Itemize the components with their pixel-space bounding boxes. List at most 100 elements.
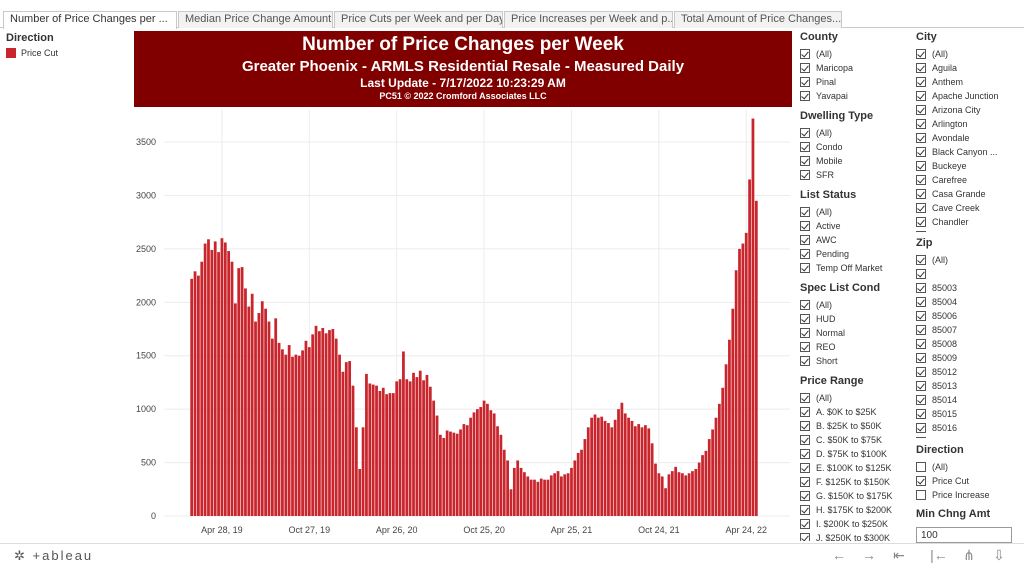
- city-option[interactable]: Cave Creek: [916, 201, 1016, 215]
- bar[interactable]: [751, 118, 755, 517]
- price-option[interactable]: I. $200K to $250K: [800, 517, 905, 531]
- bar[interactable]: [697, 462, 701, 516]
- bar[interactable]: [287, 345, 291, 516]
- bar[interactable]: [203, 243, 207, 517]
- bar[interactable]: [640, 427, 644, 516]
- bar[interactable]: [230, 261, 234, 516]
- status-option[interactable]: Active: [800, 219, 905, 233]
- bar[interactable]: [754, 200, 758, 516]
- bar[interactable]: [657, 473, 661, 516]
- bar[interactable]: [338, 354, 341, 516]
- city-checkbox[interactable]: [916, 49, 926, 59]
- price-option[interactable]: E. $100K to $125K: [800, 461, 905, 475]
- bar[interactable]: [341, 371, 345, 516]
- revert-icon[interactable]: ⇤: [893, 547, 905, 563]
- bar[interactable]: [539, 478, 543, 516]
- zip-checkbox[interactable]: [916, 325, 926, 335]
- status-checkbox[interactable]: [800, 207, 810, 217]
- bar[interactable]: [264, 308, 268, 516]
- zip-option[interactable]: [916, 435, 1016, 438]
- bar[interactable]: [354, 427, 358, 516]
- bar[interactable]: [680, 473, 684, 516]
- bar[interactable]: [449, 431, 452, 516]
- share-icon[interactable]: ⋔: [963, 547, 975, 563]
- direction-checkbox[interactable]: [916, 462, 926, 472]
- bar[interactable]: [250, 293, 254, 516]
- bar[interactable]: [254, 321, 257, 516]
- bar[interactable]: [304, 340, 308, 516]
- bar[interactable]: [297, 355, 301, 516]
- bar[interactable]: [465, 425, 469, 516]
- reset-icon[interactable]: |←: [930, 547, 948, 563]
- status-checkbox[interactable]: [800, 263, 810, 273]
- bar[interactable]: [190, 278, 194, 516]
- bar[interactable]: [721, 387, 725, 516]
- price-option[interactable]: J. $250K to $300K: [800, 531, 905, 541]
- city-option[interactable]: [916, 229, 1016, 232]
- bar[interactable]: [425, 374, 429, 516]
- dwelling-checkbox[interactable]: [800, 128, 810, 138]
- bar[interactable]: [418, 370, 422, 516]
- redo-icon[interactable]: →: [862, 547, 876, 563]
- city-option[interactable]: Carefree: [916, 173, 1016, 187]
- bar[interactable]: [533, 479, 536, 516]
- status-checkbox[interactable]: [800, 235, 810, 245]
- zip-option[interactable]: 85006: [916, 309, 1016, 323]
- city-checkbox[interactable]: [916, 77, 926, 87]
- bar[interactable]: [630, 420, 634, 516]
- price-checkbox[interactable]: [800, 393, 810, 403]
- city-option[interactable]: Casa Grande: [916, 187, 1016, 201]
- zip-checkbox[interactable]: [916, 423, 926, 433]
- bar[interactable]: [731, 308, 735, 516]
- bar[interactable]: [667, 474, 671, 516]
- price-option[interactable]: A. $0K to $25K: [800, 405, 905, 419]
- bar[interactable]: [623, 413, 627, 516]
- bar[interactable]: [603, 420, 607, 516]
- status-checkbox[interactable]: [800, 221, 810, 231]
- dwelling-option[interactable]: Mobile: [800, 154, 905, 168]
- bar[interactable]: [361, 427, 365, 516]
- bar[interactable]: [502, 449, 506, 516]
- bar[interactable]: [549, 475, 553, 516]
- bar[interactable]: [375, 385, 378, 516]
- bar[interactable]: [496, 426, 499, 516]
- bar[interactable]: [442, 438, 446, 516]
- bar[interactable]: [580, 449, 583, 516]
- bar[interactable]: [344, 362, 348, 516]
- spec-checkbox[interactable]: [800, 300, 810, 310]
- bar[interactable]: [408, 381, 412, 516]
- legend-item-price-cut[interactable]: Price Cut: [6, 48, 126, 58]
- tab-total-amount-price-changes[interactable]: Total Amount of Price Changes...: [674, 11, 842, 28]
- bar[interactable]: [348, 361, 352, 516]
- bar[interactable]: [519, 467, 523, 516]
- bar[interactable]: [217, 252, 220, 516]
- city-checkbox[interactable]: [916, 63, 926, 73]
- bar[interactable]: [586, 427, 590, 516]
- city-option[interactable]: Black Canyon ...: [916, 145, 1016, 159]
- undo-icon[interactable]: ←: [832, 547, 846, 563]
- bar-chart[interactable]: 0 500 1000 1500 2000 2500 3000 3500 Apr 28, 19 Oc…: [130, 108, 794, 540]
- bar[interactable]: [738, 248, 741, 517]
- status-option[interactable]: (All): [800, 205, 905, 219]
- bar[interactable]: [291, 356, 294, 516]
- bar[interactable]: [546, 479, 550, 516]
- bar[interactable]: [365, 373, 368, 516]
- bar[interactable]: [596, 417, 600, 516]
- download-icon[interactable]: ⇩: [993, 547, 1005, 563]
- dwelling-checkbox[interactable]: [800, 156, 810, 166]
- bar[interactable]: [590, 417, 594, 516]
- city-option[interactable]: (All): [916, 47, 1016, 61]
- zip-checkbox[interactable]: [916, 353, 926, 363]
- bar[interactable]: [724, 364, 728, 516]
- bar[interactable]: [452, 432, 456, 516]
- bar[interactable]: [240, 267, 244, 516]
- zip-option[interactable]: 85003: [916, 281, 1016, 295]
- bar[interactable]: [378, 390, 382, 516]
- bar[interactable]: [523, 472, 526, 516]
- bar[interactable]: [281, 349, 284, 516]
- bar[interactable]: [260, 301, 264, 516]
- zip-option[interactable]: 85015: [916, 407, 1016, 421]
- bar[interactable]: [610, 427, 614, 516]
- zip-checkbox[interactable]: [916, 255, 926, 265]
- price-checkbox[interactable]: [800, 505, 810, 515]
